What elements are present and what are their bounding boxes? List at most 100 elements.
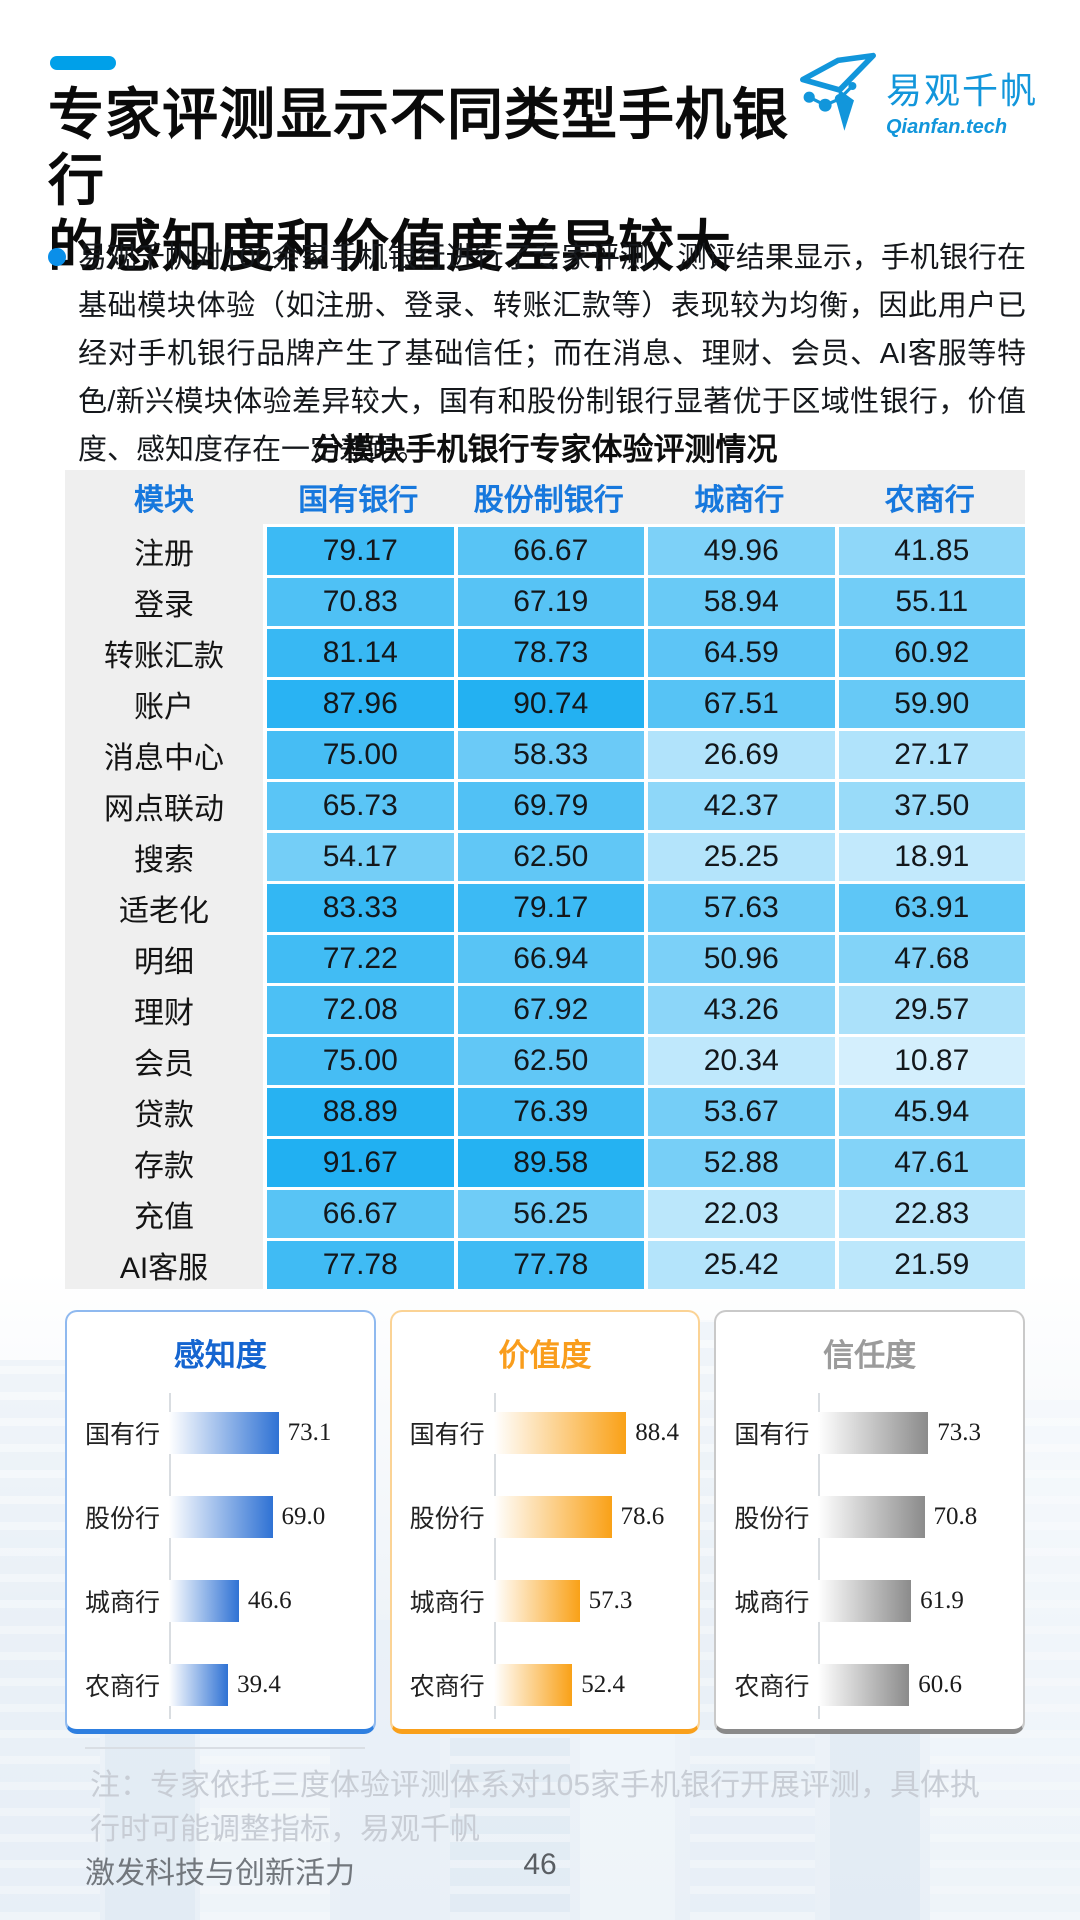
heatmap-cell: 89.58 (457, 1139, 644, 1187)
row-label: 网点联动 (104, 793, 224, 826)
heatmap-cell: 50.96 (648, 935, 835, 983)
bar (818, 1496, 925, 1538)
bar-category-label: 国有行 (734, 1421, 810, 1449)
heatmap-cell: 63.91 (838, 884, 1025, 932)
heatmap-cell: 72.08 (267, 986, 454, 1034)
heatmap-cell: 67.51 (648, 680, 835, 728)
row-label: AI客服 (119, 1252, 209, 1285)
heatmap-cell: 42.37 (648, 782, 835, 830)
logo-texts: 易观千帆 Qianfan.tech (886, 62, 1038, 139)
heatmap-cell: 18.91 (838, 833, 1025, 881)
axis-line (818, 1393, 821, 1719)
bar-row: 城商行 57.3 (410, 1559, 691, 1643)
bar-value-label: 73.1 (287, 1419, 332, 1446)
column-header: 城商行 (694, 484, 785, 517)
heatmap-cell: 57.63 (648, 884, 835, 932)
bar (493, 1412, 627, 1454)
footnote: 注：专家依托三度体验评测体系对105家手机银行开展评测，具体执行时可能调整指标，… (90, 1769, 981, 1846)
bar-value-label: 46.6 (247, 1587, 292, 1614)
row-label: 理财 (134, 997, 194, 1030)
page-title-line2: 的感知度和价值度差异较大 (48, 215, 732, 278)
bar-value-label: 70.8 (933, 1503, 978, 1530)
row-label: 明细 (134, 946, 194, 979)
bar-row: 国有行 88.4 (410, 1391, 691, 1475)
panel-title: 价值度 (498, 1338, 592, 1373)
panel-title: 信任度 (823, 1338, 917, 1373)
bar-value-label: 61.9 (920, 1587, 964, 1614)
bar-value-label: 73.3 (937, 1419, 982, 1446)
heatmap-cell: 77.78 (457, 1241, 644, 1289)
bar-category-label: 股份行 (85, 1505, 161, 1533)
note-divider (85, 1747, 365, 1749)
heatmap-cell: 58.94 (648, 578, 835, 626)
bar-row: 股份行 70.8 (734, 1475, 1015, 1559)
row-label: 会员 (134, 1048, 194, 1081)
heatmap-cell: 22.83 (838, 1190, 1025, 1238)
bar (818, 1664, 910, 1706)
heatmap-cell: 20.34 (648, 1037, 835, 1085)
heatmap-cell: 52.88 (648, 1139, 835, 1187)
bar-row: 城商行 46.6 (85, 1559, 366, 1643)
logo-name-cn: 易观千帆 (885, 70, 1038, 111)
heatmap-cell: 75.00 (267, 731, 454, 779)
heatmap-cell: 87.96 (267, 680, 454, 728)
bar (169, 1580, 239, 1622)
heatmap-cell: 76.39 (457, 1088, 644, 1136)
bar-category-label: 城商行 (85, 1589, 161, 1617)
bar-value-label: 39.4 (237, 1671, 281, 1698)
heatmap-cell: 79.17 (457, 884, 644, 932)
score-panel: 信任度国有行 73.3 股份行 70.8 城商行 61.9 农商行 60.6 (714, 1310, 1025, 1734)
row-label: 登录 (134, 589, 194, 622)
qianfan-sail-icon (799, 52, 876, 131)
row-label: 转账汇款 (104, 640, 224, 673)
row-label: 贷款 (134, 1099, 194, 1132)
table-header-row: 模块 国有银行 股份制银行 城商行 农商行 (65, 470, 1025, 524)
heatmap-cell: 26.69 (648, 731, 835, 779)
column-header: 农商行 (884, 484, 975, 517)
bar (169, 1496, 273, 1538)
table-label-column: 注册 登录 转账汇款 账户 消息中心 网点联动 搜索 适老化 明细 理财 会员 贷款 存款 充值 AI客服 (65, 524, 263, 1289)
bar (493, 1580, 580, 1622)
heatmap-cell: 77.22 (267, 935, 454, 983)
heatmap-cell: 83.33 (267, 884, 454, 932)
logo-name-en: Qianfan.tech (885, 116, 1008, 138)
column-header: 国有银行 (298, 484, 419, 517)
heatmap-cell: 66.67 (457, 527, 644, 575)
heatmap-cell: 75.00 (267, 1037, 454, 1085)
bar-category-label: 股份行 (734, 1505, 810, 1533)
heatmap-cell: 62.50 (457, 833, 644, 881)
heatmap-cell: 62.50 (457, 1037, 644, 1085)
table-title: 分模块手机银行专家体验评测情况 (312, 432, 778, 467)
bar-value-label: 69.0 (281, 1503, 326, 1530)
bar-category-label: 国有行 (85, 1421, 161, 1449)
heatmap-cell: 88.89 (267, 1088, 454, 1136)
row-label: 适老化 (119, 895, 209, 928)
bar-row: 城商行 61.9 (734, 1559, 1015, 1643)
bar-value-label: 78.6 (620, 1503, 665, 1530)
heatmap-cell: 43.26 (648, 986, 835, 1034)
heatmap-cell: 79.17 (267, 527, 454, 575)
axis-line (493, 1393, 496, 1719)
heatmap-cell: 81.14 (267, 629, 454, 677)
heatmap-cell: 90.74 (457, 680, 644, 728)
bullet-dot-icon (48, 248, 66, 266)
column-header: 股份制银行 (473, 484, 624, 517)
heatmap-cell: 53.67 (648, 1088, 835, 1136)
bar-value-label: 57.3 (588, 1587, 633, 1614)
heatmap-cell: 59.90 (838, 680, 1025, 728)
row-label: 存款 (134, 1150, 194, 1183)
qianfan-logo: 易观千帆 Qianfan.tech (798, 52, 1038, 139)
bar-category-label: 农商行 (734, 1673, 810, 1701)
heatmap-cell: 58.33 (457, 731, 644, 779)
heatmap-cell: 67.19 (457, 578, 644, 626)
heatmap-cell: 47.61 (838, 1139, 1025, 1187)
heatmap-cell: 67.92 (457, 986, 644, 1034)
panel-title: 感知度 (173, 1338, 267, 1373)
heatmap-cell: 47.68 (838, 935, 1025, 983)
heatmap-cell: 77.78 (267, 1241, 454, 1289)
heatmap-cell: 70.83 (267, 578, 454, 626)
bar (493, 1664, 573, 1706)
bar-value-label: 60.6 (918, 1671, 962, 1698)
bar-category-label: 城商行 (734, 1589, 810, 1617)
bar (818, 1412, 929, 1454)
